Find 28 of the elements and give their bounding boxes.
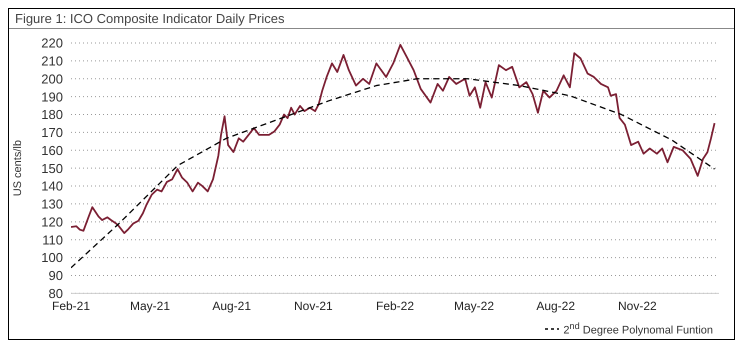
y-tick-label: 120 xyxy=(41,214,63,230)
x-tick-label: Feb-22 xyxy=(376,298,414,313)
y-tick-label: 150 xyxy=(41,160,63,176)
y-tick-label: 100 xyxy=(41,250,63,266)
x-tick-label: Aug-21 xyxy=(212,298,252,313)
x-tick-label: May-21 xyxy=(130,298,170,313)
y-axis-title: US cents/lb xyxy=(12,140,24,196)
y-tick-label: 200 xyxy=(41,71,63,86)
x-tick-label: May-22 xyxy=(454,298,494,313)
y-tick-label: 210 xyxy=(41,53,63,68)
y-tick-label: 110 xyxy=(42,232,63,248)
y-tick-label: 170 xyxy=(41,125,63,140)
y-tick-label: 140 xyxy=(41,178,63,194)
y-tick-label: 160 xyxy=(41,142,63,158)
x-tick-label: Nov-22 xyxy=(618,298,657,313)
y-tick-label: 220 xyxy=(41,36,63,51)
chart-title: Figure 1: ICO Composite Indicator Daily Prices xyxy=(9,9,734,29)
y-tick-label: 190 xyxy=(41,89,63,104)
line-series xyxy=(71,78,716,268)
line-series xyxy=(71,44,716,234)
y-tick-label: 90 xyxy=(48,268,63,284)
x-tick-label: Feb-21 xyxy=(52,298,90,313)
y-tick-label: 130 xyxy=(41,196,63,212)
legend-label: 2$^{nd}$ Degree Polynomal Funtion xyxy=(563,321,713,337)
x-tick-label: Nov-21 xyxy=(294,298,333,313)
x-tick-label: Aug-22 xyxy=(536,298,576,313)
y-tick-label: 180 xyxy=(41,107,63,122)
y-tick-label: 80 xyxy=(48,286,63,301)
